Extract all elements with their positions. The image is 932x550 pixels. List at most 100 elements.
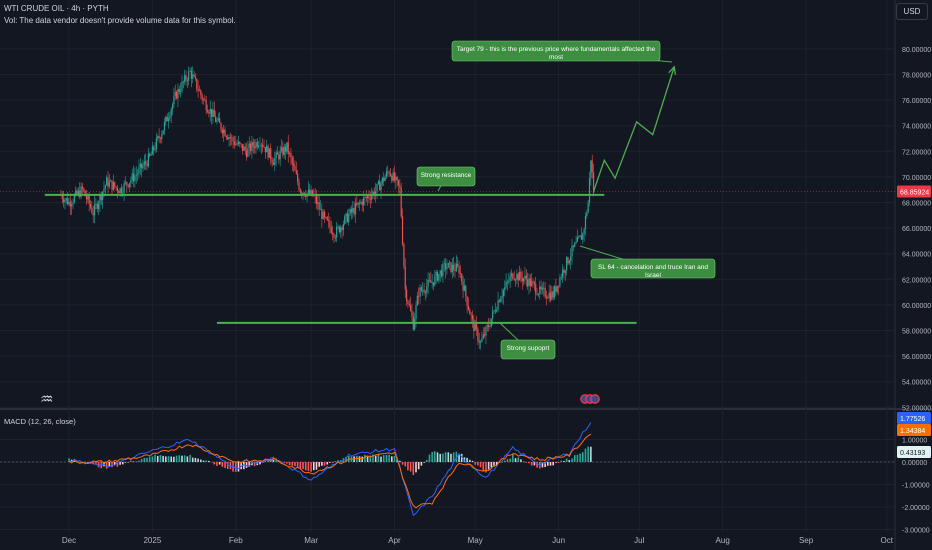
candle-body [147, 153, 149, 167]
candle-body [116, 187, 119, 192]
candle-body [286, 142, 288, 152]
candle [319, 200, 322, 210]
macd-histogram-bar [512, 454, 514, 462]
candle-body [590, 160, 592, 179]
y-tick-label: 74.00000 [902, 124, 931, 131]
candle [358, 199, 361, 211]
macd-line [68, 422, 592, 517]
macd-histogram-bar [466, 457, 468, 462]
candle-body [91, 207, 93, 213]
macd-histogram-bar [286, 462, 288, 464]
macd-histogram-bar [331, 462, 334, 463]
candle-body [155, 138, 158, 150]
macd-histogram-bar [108, 462, 111, 467]
candle-body [463, 285, 466, 291]
candle-body [271, 159, 273, 163]
candle [272, 158, 275, 166]
macd-histogram-bar [294, 462, 296, 466]
macd-histogram-bar [469, 459, 471, 462]
macd-histogram-bar [119, 462, 121, 465]
candle [368, 190, 370, 204]
candle [338, 225, 340, 234]
candle [97, 200, 100, 216]
macd-histogram-bar [213, 462, 216, 465]
candle-body [263, 146, 265, 148]
candle [212, 102, 214, 124]
macd-histogram-bar [226, 462, 229, 470]
candle [404, 258, 406, 299]
y-tick-label: 68.00000 [902, 201, 931, 208]
macd-histogram-bar [92, 462, 95, 464]
candle [286, 142, 288, 155]
candle [364, 195, 366, 206]
macd-histogram-bar [503, 460, 506, 462]
candle-body [126, 182, 128, 185]
candle-body [249, 143, 252, 151]
candle-body [237, 141, 240, 145]
macd-histogram-bar [116, 462, 119, 467]
candle-body [270, 148, 272, 160]
candle-body [301, 192, 303, 195]
candle-body [446, 267, 448, 270]
candle-body [462, 281, 464, 291]
candle-body [545, 296, 548, 298]
candle [399, 178, 401, 196]
candle [488, 317, 490, 332]
candle-body [202, 99, 205, 101]
candle-body [350, 209, 353, 213]
candle [299, 188, 301, 194]
currency-button[interactable]: USD [896, 3, 928, 20]
candle [115, 186, 117, 191]
candle [562, 264, 564, 284]
macd-histogram-bar [506, 459, 509, 462]
candle-body [169, 116, 171, 119]
candle [510, 269, 513, 282]
candle [65, 197, 67, 205]
macd-histogram-bar [584, 448, 587, 462]
candle-body [307, 189, 310, 193]
candle [280, 139, 283, 153]
candle [517, 272, 519, 288]
candle [298, 178, 300, 192]
candle-body [403, 244, 405, 267]
candle-body [366, 196, 369, 199]
macd-histogram-bar [536, 462, 538, 468]
candle [494, 302, 496, 314]
candle-body [365, 196, 367, 199]
macd-y-tick-label: -1.00000 [902, 483, 930, 490]
candle-body [440, 270, 443, 277]
candle [354, 197, 357, 223]
candle [340, 224, 342, 238]
candle-body [293, 163, 295, 166]
candle [150, 151, 152, 156]
candle-body [353, 208, 355, 215]
candle [467, 297, 470, 311]
candle-body [298, 181, 300, 190]
candle-body [294, 165, 296, 171]
candle-body [439, 270, 441, 275]
symbol-title[interactable]: WTI CRUDE OIL · 4h · PYTH [4, 4, 109, 13]
candle-body [132, 173, 135, 182]
macd-histogram-bar [460, 453, 463, 462]
candle [345, 212, 347, 224]
candle-body [489, 326, 491, 327]
candle-body [283, 146, 285, 156]
candle-body [352, 208, 354, 213]
macd-histogram-bar [221, 462, 224, 467]
candle-body [198, 90, 201, 92]
candle-body [276, 152, 279, 155]
candle-body [288, 152, 291, 154]
candle-body [135, 174, 137, 176]
macd-histogram-bar [76, 461, 78, 463]
macd-histogram-bar [547, 462, 549, 466]
candle [365, 189, 367, 202]
candle-body [104, 185, 106, 189]
candle-body [326, 217, 328, 221]
candle-body [548, 292, 550, 299]
candle-body [145, 161, 147, 164]
candle [393, 165, 396, 183]
candle-body [127, 184, 129, 187]
candle [165, 115, 167, 126]
candle [315, 189, 318, 210]
